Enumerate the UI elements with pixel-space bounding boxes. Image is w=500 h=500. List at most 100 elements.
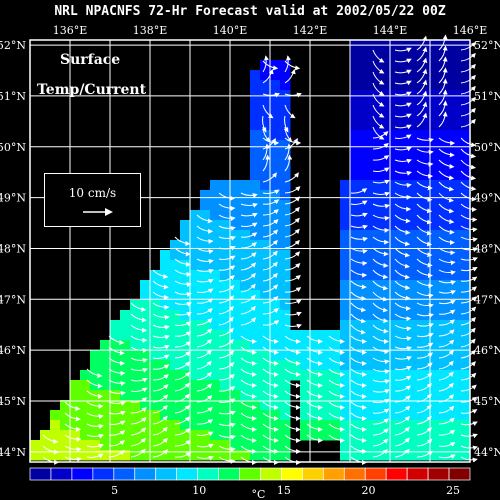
current-vector: [240, 294, 256, 304]
current-vector: [130, 448, 146, 458]
temperature-cell: [370, 230, 381, 241]
temperature-cell: [450, 240, 461, 251]
lat-tick-label-left: 49°N: [0, 192, 26, 205]
temperature-cell: [400, 170, 411, 181]
temperature-cell: [370, 440, 381, 451]
current-vector: [196, 360, 212, 370]
temperature-cell: [450, 130, 461, 141]
temperature-cell: [410, 100, 421, 111]
temperature-cell: [250, 300, 261, 311]
temperature-cell: [140, 410, 151, 421]
temperature-cell: [180, 300, 191, 311]
current-vector: [174, 331, 192, 337]
temperature-cell: [30, 440, 41, 451]
temperature-cell: [400, 410, 411, 421]
lat-tick-label-right: 49°N: [474, 192, 500, 205]
current-vector: [218, 236, 236, 241]
temperature-cell: [270, 210, 281, 221]
temperature-cell: [190, 420, 201, 431]
temperature-cell: [360, 160, 371, 171]
temperature-cell: [220, 430, 231, 441]
current-vector: [416, 159, 434, 167]
current-vector: [394, 375, 412, 381]
temperature-cell: [340, 360, 351, 371]
temperature-cell: [200, 220, 211, 231]
temperature-cell: [390, 360, 401, 371]
temperature-cell: [230, 300, 241, 311]
current-vector: [152, 384, 169, 392]
temperature-cell: [340, 410, 351, 421]
temperature-cell: [440, 220, 451, 231]
temperature-cell: [270, 310, 281, 321]
current-vector: [262, 143, 270, 161]
temperature-cell: [440, 450, 451, 461]
temperature-cell: [410, 270, 421, 281]
temperature-cell: [180, 250, 191, 261]
current-vector: [438, 319, 455, 326]
temperature-cell: [460, 430, 471, 441]
current-vector: [130, 324, 148, 333]
current-vector: [262, 261, 278, 271]
temperature-cell: [140, 290, 151, 301]
temperature-cell: [390, 160, 401, 171]
temperature-cell: [440, 160, 451, 171]
current-vector: [460, 159, 476, 170]
current-vector: [438, 269, 456, 276]
current-vector: [130, 417, 147, 425]
temperature-cell: [210, 430, 221, 441]
temperature-cell: [450, 120, 461, 131]
temperature-cell: [440, 70, 451, 81]
temperature-cell: [280, 180, 291, 191]
temperature-cell: [200, 400, 211, 411]
current-vector: [284, 126, 293, 143]
temperature-cell: [220, 320, 231, 331]
temperature-cell: [250, 250, 261, 261]
current-vector: [196, 383, 213, 392]
current-vectors: [42, 34, 478, 465]
temperature-cell: [210, 180, 221, 191]
temperature-cell: [390, 380, 401, 391]
temperature-cell: [450, 250, 461, 261]
temperature-cell: [420, 260, 431, 271]
temperature-cell: [410, 440, 421, 451]
current-vector: [262, 55, 269, 73]
current-vector: [306, 357, 323, 366]
colorbar-tick-label: 25: [446, 484, 460, 497]
temperature-cell: [250, 80, 261, 91]
current-vector: [86, 401, 104, 409]
current-vector: [394, 58, 412, 64]
temperature-cell: [370, 100, 381, 111]
current-vector: [394, 346, 412, 352]
temperature-cell: [390, 350, 401, 361]
current-vector: [284, 206, 300, 216]
current-vector: [350, 224, 368, 230]
temperature-cell: [350, 440, 361, 451]
temperature-cell: [400, 350, 411, 361]
temperature-cell: [240, 350, 251, 361]
temperature-cell: [290, 360, 301, 371]
temperature-cell: [160, 300, 171, 311]
temperature-cell: [450, 310, 461, 321]
current-vector: [174, 351, 191, 359]
temperature-cell: [270, 400, 281, 411]
current-vector: [174, 439, 191, 447]
temperature-cell: [180, 310, 191, 321]
temperature-cell: [210, 370, 221, 381]
temperature-cell: [420, 350, 431, 361]
current-vector: [262, 154, 271, 172]
temperature-cell: [370, 80, 381, 91]
lat-tick-label-right: 44°N: [474, 446, 500, 459]
temperature-cell: [380, 60, 391, 71]
temperature-cell: [450, 140, 461, 151]
current-vector: [460, 445, 478, 451]
temperature-cell: [130, 430, 141, 441]
temperature-cell: [440, 90, 451, 101]
temperature-cell: [240, 450, 251, 461]
current-vector: [196, 338, 212, 348]
current-vector: [262, 189, 280, 195]
temperature-cell: [360, 70, 371, 81]
temperature-cell: [80, 370, 91, 381]
temperature-cell: [360, 190, 371, 201]
current-vector: [438, 442, 456, 447]
